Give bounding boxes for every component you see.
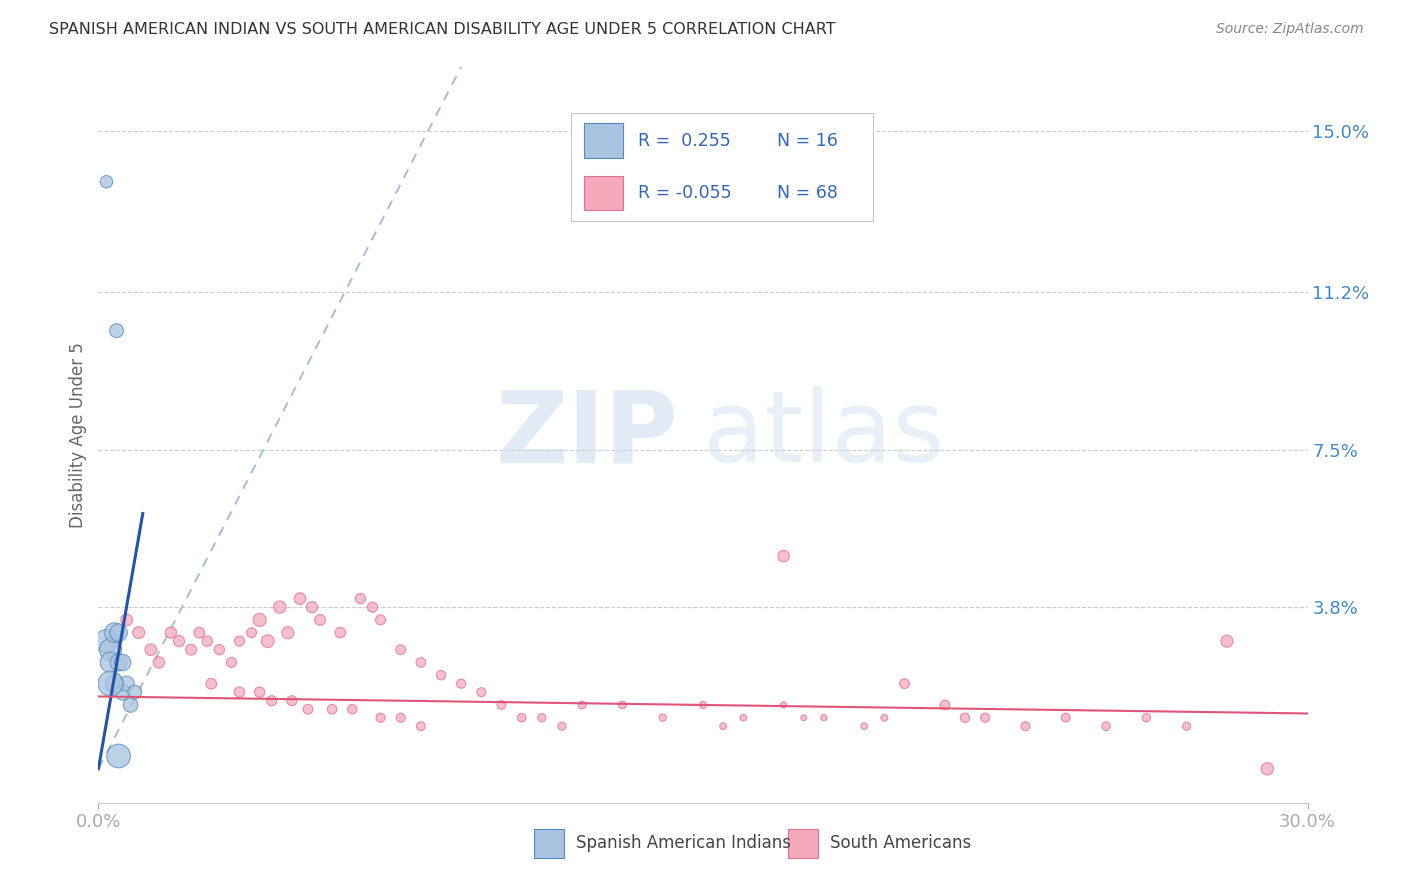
Point xyxy=(107,749,129,764)
Point xyxy=(321,702,343,716)
Point xyxy=(221,656,243,670)
Point xyxy=(1256,762,1278,776)
Y-axis label: Disability Age Under 5: Disability Age Under 5 xyxy=(69,342,87,528)
Point xyxy=(389,642,412,657)
Point xyxy=(309,613,332,627)
Point xyxy=(256,634,278,648)
Text: R =  0.255: R = 0.255 xyxy=(638,132,731,150)
Point xyxy=(733,711,755,725)
Point xyxy=(103,676,125,690)
Point xyxy=(105,324,128,338)
Point xyxy=(111,656,134,670)
Point xyxy=(470,685,492,699)
Point xyxy=(612,698,634,712)
Point xyxy=(1135,711,1157,725)
Point xyxy=(228,634,250,648)
Point xyxy=(269,600,291,615)
Point xyxy=(124,685,146,699)
Point xyxy=(349,591,371,606)
Point xyxy=(1175,719,1198,733)
Point xyxy=(195,634,218,648)
Point xyxy=(96,175,118,189)
Point xyxy=(288,591,311,606)
Point xyxy=(96,634,118,648)
Point xyxy=(974,711,997,725)
Point xyxy=(260,694,283,708)
Point xyxy=(551,719,574,733)
Bar xyxy=(583,123,623,158)
Point xyxy=(430,668,453,682)
Point xyxy=(103,625,125,640)
Text: South Americans: South Americans xyxy=(830,834,972,852)
Point xyxy=(711,719,734,733)
Point xyxy=(1216,634,1239,648)
Point xyxy=(167,634,190,648)
Point xyxy=(301,600,323,615)
Point xyxy=(361,600,384,615)
Point xyxy=(370,711,392,725)
Text: Source: ZipAtlas.com: Source: ZipAtlas.com xyxy=(1216,22,1364,37)
Point xyxy=(297,702,319,716)
Point xyxy=(188,625,211,640)
Text: ZIP: ZIP xyxy=(496,386,679,483)
Point xyxy=(100,642,122,657)
Text: atlas: atlas xyxy=(703,386,945,483)
Point xyxy=(200,676,222,690)
Point xyxy=(208,642,231,657)
Point xyxy=(510,711,533,725)
Point xyxy=(107,656,129,670)
Point xyxy=(148,656,170,670)
Point xyxy=(530,711,553,725)
Point xyxy=(772,698,794,712)
Point xyxy=(139,642,162,657)
Point xyxy=(100,656,122,670)
Point xyxy=(370,613,392,627)
Text: N = 16: N = 16 xyxy=(776,132,838,150)
Point xyxy=(329,625,352,640)
Point xyxy=(120,698,142,712)
Point xyxy=(103,634,125,648)
Point xyxy=(1095,719,1118,733)
Point xyxy=(893,676,915,690)
Point xyxy=(115,676,138,690)
Point xyxy=(389,711,412,725)
Point xyxy=(115,613,138,627)
Point xyxy=(692,698,714,712)
Point xyxy=(793,711,815,725)
Point xyxy=(249,613,271,627)
Bar xyxy=(583,176,623,211)
Text: Spanish American Indians: Spanish American Indians xyxy=(576,834,792,852)
Point xyxy=(111,685,134,699)
Point xyxy=(571,698,593,712)
Point xyxy=(491,698,513,712)
Point xyxy=(1014,719,1036,733)
Text: N = 68: N = 68 xyxy=(776,184,838,202)
Point xyxy=(342,702,364,716)
Point xyxy=(249,685,271,699)
Point xyxy=(651,711,673,725)
Point xyxy=(409,719,432,733)
Point xyxy=(813,711,835,725)
Point xyxy=(853,719,876,733)
Point xyxy=(450,676,472,690)
Point xyxy=(409,656,432,670)
Point xyxy=(107,625,129,640)
Point xyxy=(772,549,794,563)
Point xyxy=(228,685,250,699)
Point xyxy=(1054,711,1077,725)
Point xyxy=(934,698,956,712)
Text: R = -0.055: R = -0.055 xyxy=(638,184,731,202)
Text: SPANISH AMERICAN INDIAN VS SOUTH AMERICAN DISABILITY AGE UNDER 5 CORRELATION CHA: SPANISH AMERICAN INDIAN VS SOUTH AMERICA… xyxy=(49,22,835,37)
Bar xyxy=(787,829,818,858)
Point xyxy=(240,625,263,640)
Point xyxy=(281,694,304,708)
Point xyxy=(953,711,976,725)
Point xyxy=(128,625,150,640)
Point xyxy=(277,625,299,640)
Point xyxy=(100,676,122,690)
Point xyxy=(873,711,896,725)
Bar xyxy=(534,829,564,858)
Point xyxy=(180,642,202,657)
Point xyxy=(160,625,183,640)
